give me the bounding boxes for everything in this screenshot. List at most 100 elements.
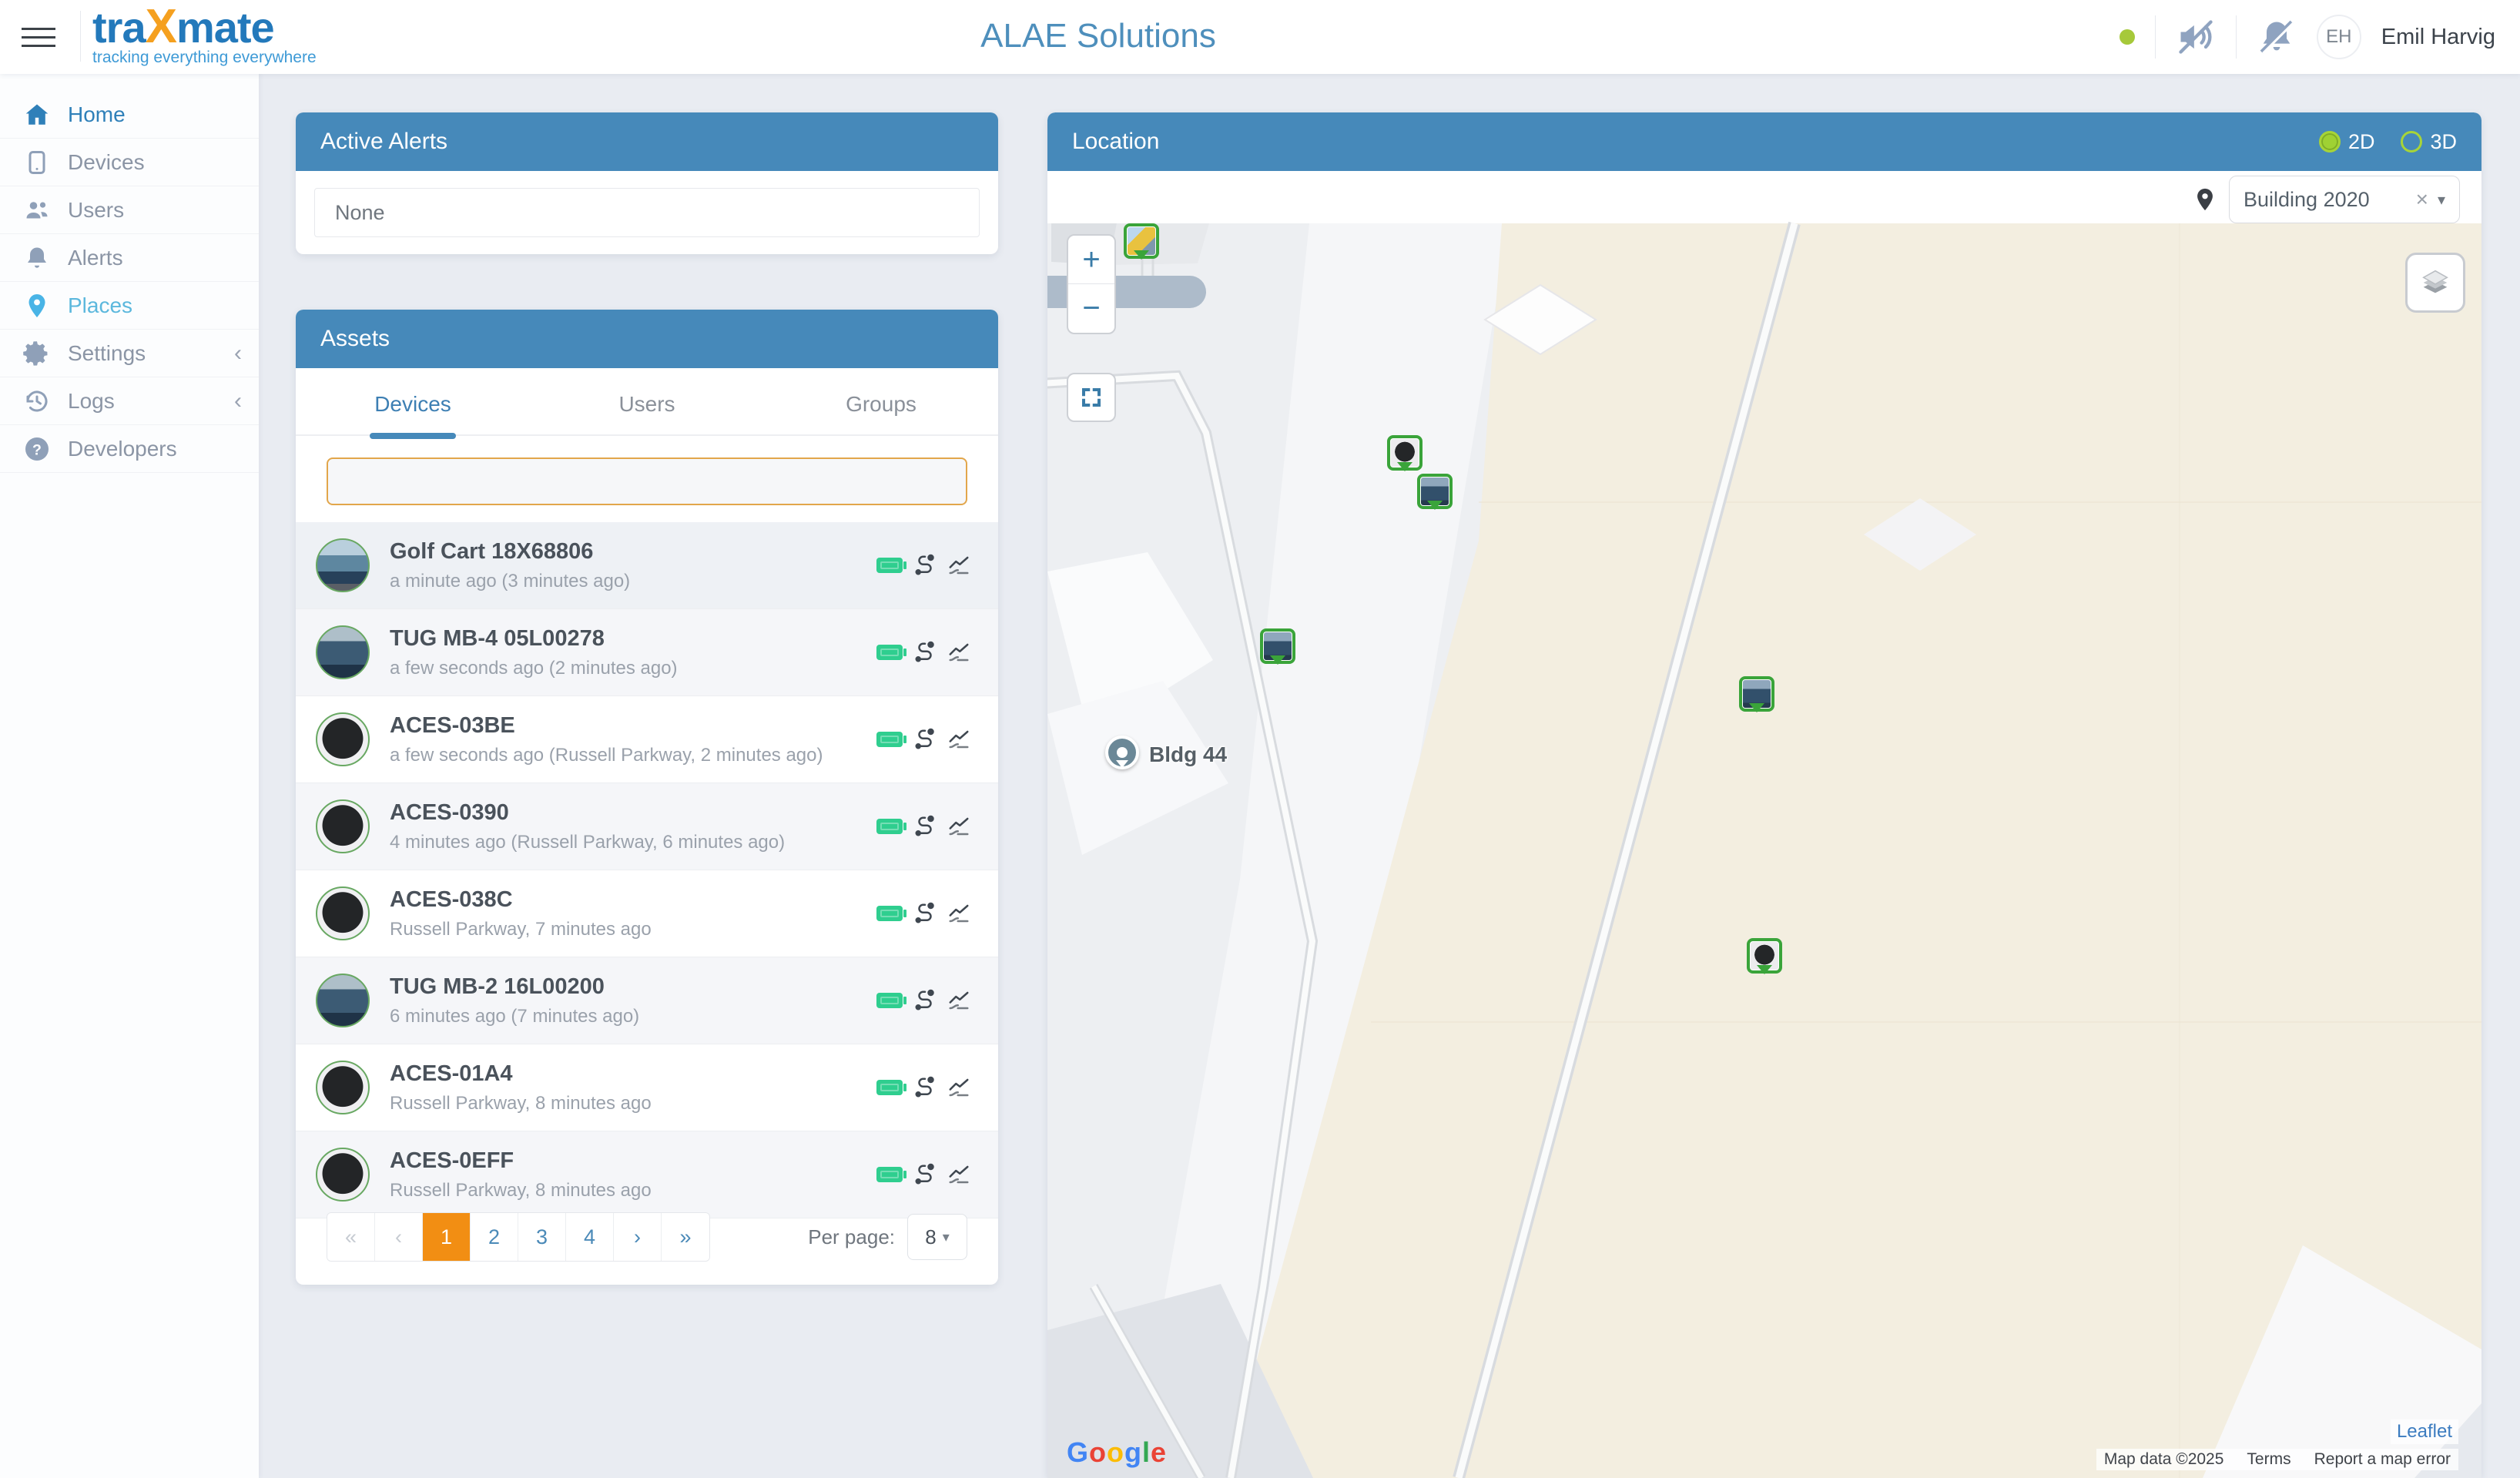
place-pin-icon[interactable]	[1105, 736, 1139, 769]
chart-icon[interactable]	[947, 1163, 970, 1186]
tab-devices[interactable]: Devices	[296, 374, 530, 434]
chevron-left-icon: ‹	[234, 340, 242, 366]
route-icon[interactable]	[913, 815, 937, 838]
device-row[interactable]: ACES-038C Russell Parkway, 7 minutes ago	[296, 870, 998, 957]
assets-title: Assets	[320, 326, 390, 351]
chart-icon[interactable]	[947, 902, 970, 925]
menu-icon[interactable]	[22, 22, 55, 52]
asset-search-input[interactable]	[327, 457, 967, 505]
chart-icon[interactable]	[947, 989, 970, 1012]
device-row[interactable]: ACES-03BE a few seconds ago (Russell Par…	[296, 696, 998, 783]
device-marker-tug[interactable]	[1739, 676, 1774, 712]
marker-photo	[1391, 439, 1419, 467]
sidebar-item-devices[interactable]: Devices	[0, 139, 259, 186]
page-prev-button[interactable]: ‹	[375, 1213, 423, 1261]
help-icon: ?	[25, 437, 49, 461]
device-actions	[876, 1163, 970, 1186]
fullscreen-button[interactable]	[1067, 373, 1116, 422]
chevron-down-icon[interactable]: ▾	[2437, 191, 2445, 209]
sidebar-item-places[interactable]: Places	[0, 282, 259, 330]
clear-icon[interactable]: ×	[2415, 187, 2428, 211]
page-last-button[interactable]: »	[662, 1213, 709, 1261]
device-name: TUG MB-2 16L00200	[390, 974, 605, 999]
page-button-4[interactable]: 4	[566, 1213, 614, 1261]
page-button-2[interactable]: 2	[471, 1213, 518, 1261]
page-button-1[interactable]: 1	[423, 1213, 471, 1261]
per-page: Per page: 8 ▾	[808, 1214, 967, 1260]
chart-icon[interactable]	[947, 554, 970, 577]
device-marker-aces[interactable]	[1747, 938, 1782, 974]
notifications-muted-icon[interactable]	[2257, 17, 2297, 57]
radio-unselected-icon	[2401, 131, 2423, 152]
device-marker-tug[interactable]	[1417, 474, 1453, 509]
logo-tagline: tracking everything everywhere	[92, 49, 317, 66]
fullscreen-icon	[1082, 388, 1101, 407]
device-row[interactable]: Golf Cart 18X68806 a minute ago (3 minut…	[296, 522, 998, 609]
route-icon[interactable]	[913, 554, 937, 577]
device-actions	[876, 989, 970, 1012]
device-name: TUG MB-4 05L00278	[390, 625, 605, 651]
zoom-in-button[interactable]: +	[1068, 236, 1114, 284]
report-error-link[interactable]: Report a map error	[2314, 1450, 2451, 1468]
sidebar-item-label: Places	[68, 293, 133, 317]
route-icon[interactable]	[913, 641, 937, 664]
pager: « ‹ 1 2 3 4 › »	[327, 1212, 710, 1262]
place-label: Bldg 44	[1149, 742, 1228, 766]
location-header: Location 2D 3D	[1047, 112, 2481, 171]
tab-users[interactable]: Users	[618, 392, 675, 416]
map-data-label: Map data ©2025	[2103, 1450, 2224, 1468]
sound-muted-icon[interactable]	[2176, 17, 2216, 57]
sidebar: Home Devices Users Alerts Places Setting…	[0, 74, 259, 1478]
sidebar-item-label: Users	[68, 197, 125, 222]
sidebar-item-logs[interactable]: Logs ‹	[0, 377, 259, 425]
device-marker-crane-tug[interactable]	[1124, 223, 1159, 259]
device-row[interactable]: TUG MB-4 05L00278 a few seconds ago (2 m…	[296, 609, 998, 696]
device-row[interactable]: ACES-0390 4 minutes ago (Russell Parkway…	[296, 783, 998, 870]
terms-link[interactable]: Terms	[2247, 1450, 2291, 1468]
location-title: Location	[1072, 129, 1160, 154]
route-icon[interactable]	[913, 1076, 937, 1099]
radio-2d[interactable]: 2D	[2318, 130, 2374, 154]
sidebar-item-settings[interactable]: Settings ‹	[0, 330, 259, 377]
page-first-button[interactable]: «	[327, 1213, 375, 1261]
route-icon[interactable]	[913, 902, 937, 925]
sidebar-item-alerts[interactable]: Alerts	[0, 234, 259, 282]
home-icon	[25, 104, 49, 125]
map[interactable]: Building 2020 × ▾ + − Bld	[1047, 171, 2481, 1478]
avatar[interactable]: EH	[2316, 15, 2361, 59]
device-name: ACES-038C	[390, 886, 513, 912]
google-logo: Google	[1067, 1436, 1168, 1468]
route-icon[interactable]	[913, 1163, 937, 1186]
leaflet-attribution-link[interactable]: Leaflet	[2390, 1419, 2458, 1444]
radio-3d[interactable]: 3D	[2401, 130, 2457, 154]
per-page-select[interactable]: 8 ▾	[907, 1214, 967, 1260]
chart-icon[interactable]	[947, 815, 970, 838]
device-row[interactable]: TUG MB-2 16L00200 6 minutes ago (7 minut…	[296, 957, 998, 1044]
zoom-out-button[interactable]: −	[1082, 291, 1101, 325]
sidebar-item-home[interactable]: Home	[0, 91, 259, 139]
chart-icon[interactable]	[947, 1076, 970, 1099]
route-icon[interactable]	[913, 728, 937, 751]
tablet-icon	[28, 150, 45, 174]
building-selector[interactable]: Building 2020 × ▾	[2229, 176, 2460, 223]
chart-icon[interactable]	[947, 728, 970, 751]
page-next-button[interactable]: ›	[614, 1213, 662, 1261]
page-button-3[interactable]: 3	[518, 1213, 566, 1261]
sidebar-item-users[interactable]: Users	[0, 186, 259, 234]
tab-groups[interactable]: Groups	[846, 392, 917, 416]
user-name[interactable]: Emil Harvig	[2381, 24, 2495, 49]
device-marker-tug[interactable]	[1260, 628, 1295, 664]
chart-icon[interactable]	[947, 641, 970, 664]
device-marker-aces[interactable]	[1387, 435, 1423, 471]
layers-control[interactable]	[2405, 253, 2465, 313]
route-icon[interactable]	[913, 989, 937, 1012]
layers-icon	[2422, 270, 2448, 293]
battery-icon	[876, 819, 906, 834]
device-row[interactable]: ACES-0EFF Russell Parkway, 8 minutes ago	[296, 1131, 998, 1218]
sidebar-item-developers[interactable]: ? Developers	[0, 425, 259, 473]
device-row[interactable]: ACES-01A4 Russell Parkway, 8 minutes ago	[296, 1044, 998, 1131]
device-status: 4 minutes ago (Russell Parkway, 6 minute…	[390, 831, 786, 853]
battery-icon	[876, 993, 906, 1008]
device-photo	[316, 886, 370, 940]
history-icon	[26, 390, 48, 411]
